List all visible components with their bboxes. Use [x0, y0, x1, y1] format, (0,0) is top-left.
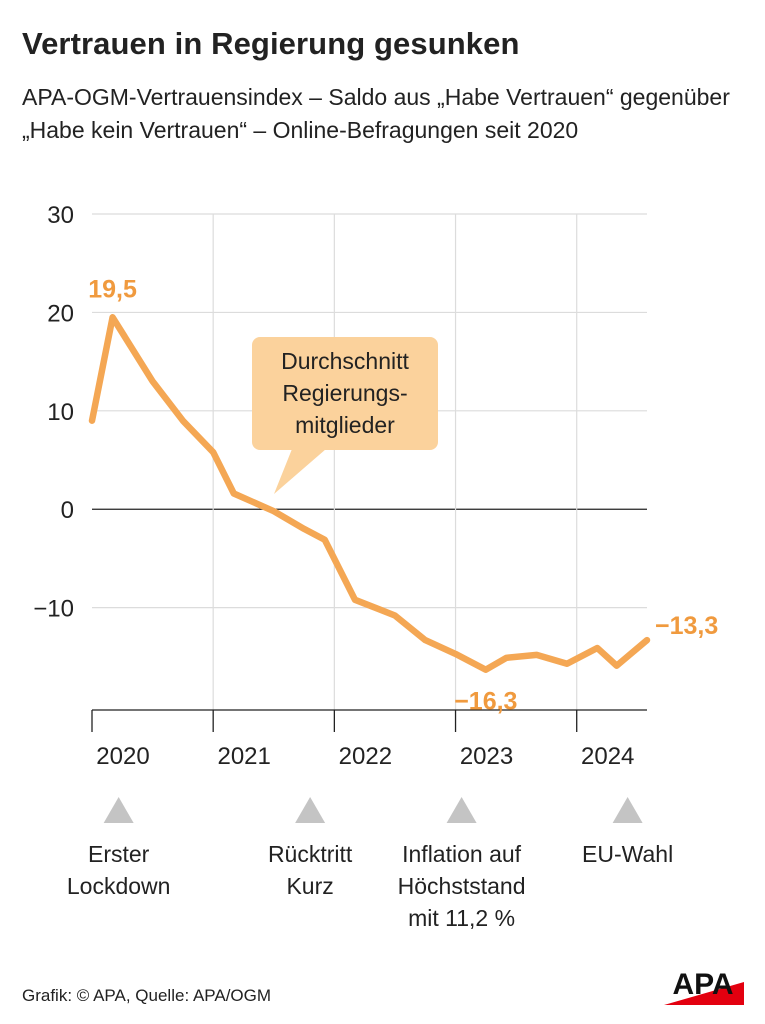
- y-tick-label: 30: [47, 202, 74, 229]
- data-label: −16,3: [454, 688, 517, 716]
- chart-title: Vertrauen in Regierung gesunken: [22, 26, 520, 61]
- x-tick-label: 2021: [217, 743, 270, 770]
- data-label: 19,5: [88, 275, 137, 303]
- x-tick-label: 2022: [339, 743, 392, 770]
- event-triangle: [446, 797, 477, 823]
- event-label: Inflation auf: [402, 841, 522, 867]
- event-triangle: [295, 797, 326, 823]
- event-label: EU-Wahl: [582, 841, 673, 867]
- callout-box: [252, 337, 438, 450]
- x-axis: 2020 2021 2022 2023 2024: [91, 709, 647, 770]
- x-tick-label: 2024: [581, 743, 634, 770]
- y-axis: 30 20 10 0 −10: [33, 202, 74, 623]
- event-triangle: [103, 797, 134, 823]
- event-markers: Erster Lockdown Rücktritt Kurz Inflation auf…: [67, 797, 673, 931]
- data-labels: 19,5 −16,3 −13,3: [88, 275, 718, 715]
- series: [88, 314, 651, 673]
- callout: Durchschnitt Regierungs-mitglieder: [252, 337, 438, 494]
- y-tick-label: −10: [33, 596, 74, 623]
- event-triangle: [612, 797, 643, 823]
- event-label: mit 11,2 %: [408, 905, 515, 931]
- event-label: Lockdown: [67, 873, 171, 899]
- event-label: Erster: [88, 841, 150, 867]
- line-chart: 30 20 10 0 −10 2020 2021 2022 2023 2024 Durchsch…: [33, 202, 718, 931]
- data-label: −13,3: [655, 612, 718, 640]
- callout-text: Durchschnitt: [281, 348, 409, 374]
- gridlines: [92, 213, 647, 710]
- y-tick-label: 0: [61, 497, 74, 524]
- x-tick-label: 2020: [96, 743, 149, 770]
- callout-text: mitglieder: [295, 412, 395, 438]
- event-label: Rücktritt: [268, 841, 353, 867]
- chart-subtitle: APA-OGM-Vertrauensindex – Saldo aus „Hab…: [22, 84, 730, 143]
- logo-red-wedge: [664, 982, 744, 1005]
- callout-text: Regierungs-: [282, 380, 407, 406]
- y-tick-label: 10: [47, 399, 74, 426]
- y-tick-label: 20: [47, 300, 74, 327]
- series-line: [88, 314, 651, 673]
- callout-pointer: [274, 449, 326, 494]
- x-tick-label: 2023: [460, 743, 513, 770]
- event-label: Kurz: [286, 873, 333, 899]
- source-note: Grafik: © APA, Quelle: APA/OGM: [22, 986, 272, 1005]
- event-label: Höchststand: [398, 873, 526, 899]
